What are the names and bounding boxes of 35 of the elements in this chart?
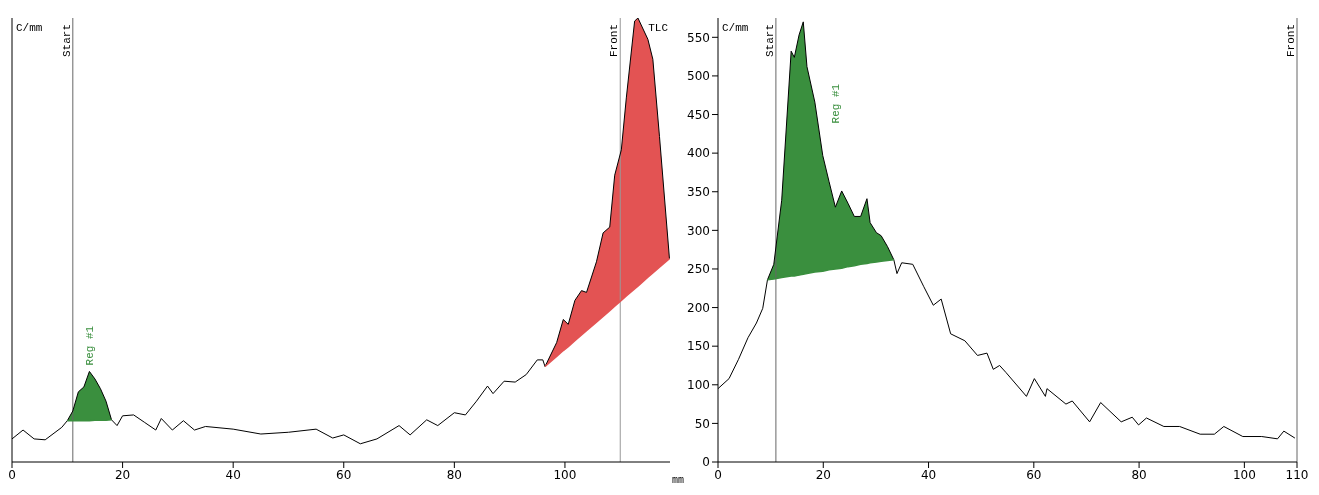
- x-tick-label: 100: [1232, 467, 1256, 482]
- x-tick-label: 20: [815, 467, 831, 482]
- x-tick-label: 60: [336, 467, 352, 482]
- y-tick-label: 300: [687, 223, 710, 238]
- annotation: TLC: [648, 22, 668, 34]
- y-axis-title: C/mm: [722, 22, 749, 34]
- y-tick-label: 450: [687, 107, 710, 122]
- x-tick-label: 100: [553, 467, 577, 482]
- x-tick-label: 20: [114, 467, 131, 482]
- y-tick-label: 0: [702, 455, 710, 470]
- y-tick-label: 250: [687, 262, 710, 277]
- y-tick-label: 50: [694, 416, 710, 431]
- y-tick-label: 200: [687, 300, 710, 315]
- ref-line-label: Start: [60, 24, 73, 58]
- y-tick-label: 100: [687, 378, 710, 393]
- ref-line-label: Front: [1285, 24, 1297, 58]
- x-tick-label: 60: [1026, 467, 1042, 482]
- ref-line-label: Start: [763, 24, 776, 58]
- y-tick-label: 350: [687, 185, 710, 199]
- x-tick-label: 80: [1131, 467, 1147, 482]
- y-axis-title: C/mm: [16, 22, 43, 34]
- x-tick-label: 110: [1285, 467, 1309, 482]
- text: Reg #1: [830, 83, 843, 124]
- y-tick-label: 500: [687, 69, 710, 84]
- y-tick-label: 150: [687, 339, 710, 354]
- x-tick-label: 40: [225, 467, 241, 482]
- x-tick-label: 80: [446, 467, 462, 482]
- x-tick-label: 0: [714, 467, 722, 482]
- y-tick-label: 400: [687, 146, 710, 161]
- x-tick-label: 0: [8, 467, 16, 482]
- x-tick-label: 40: [920, 467, 937, 482]
- text: Reg #1: [84, 325, 97, 366]
- x-axis-title: mm: [671, 475, 684, 486]
- y-tick-label: 550: [687, 30, 710, 45]
- ref-line-label: Front: [608, 24, 621, 58]
